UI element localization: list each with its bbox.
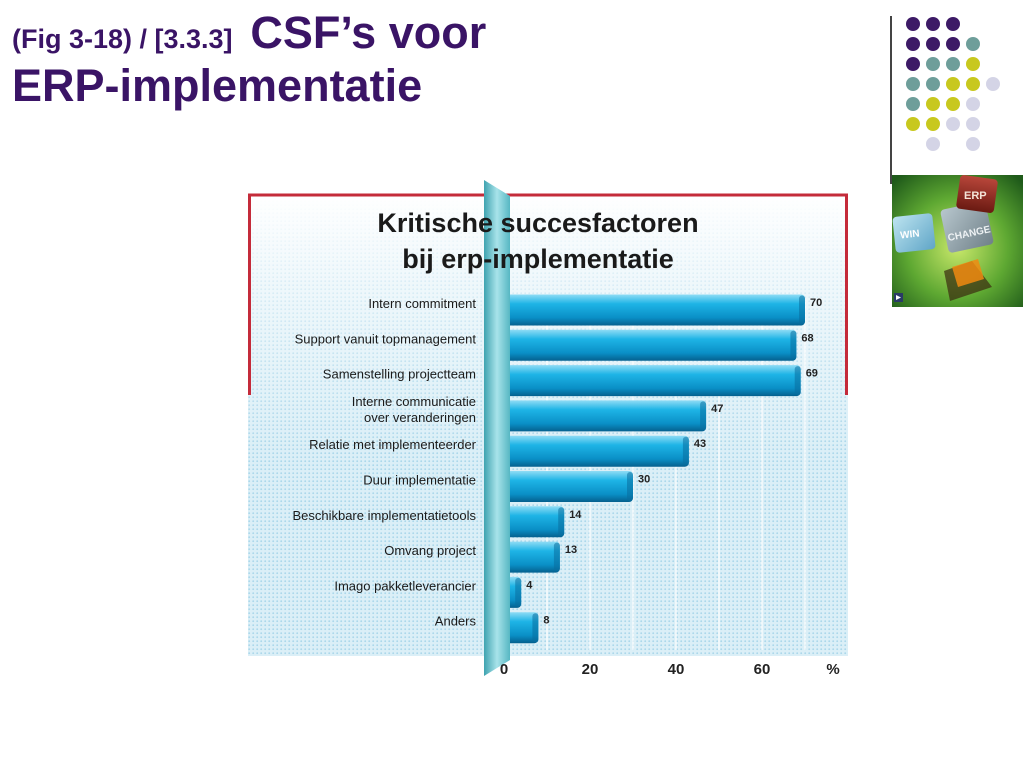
decor-dot xyxy=(946,17,960,31)
bar-end-cap xyxy=(515,577,522,607)
bar xyxy=(504,365,801,397)
decor-dot xyxy=(946,97,960,111)
decor-dot xyxy=(966,97,980,111)
decor-dot xyxy=(906,97,920,111)
decor-dot xyxy=(906,77,920,91)
decor-dot xyxy=(966,57,980,71)
category-label: Beschikbare implementatietools xyxy=(292,508,476,523)
value-label: 43 xyxy=(694,438,706,450)
category-label: Duur implementatie xyxy=(363,473,476,488)
bar xyxy=(504,329,797,361)
decor-dot xyxy=(946,37,960,51)
decor-dot xyxy=(926,77,940,91)
bar-end-cap xyxy=(794,366,801,396)
decor-dot xyxy=(966,77,980,91)
value-label: 68 xyxy=(801,332,813,344)
bar-end-cap xyxy=(700,401,707,431)
slide-title: (Fig 3-18) / [3.3.3] CSF’s voor ERP-impl… xyxy=(12,6,872,112)
x-axis-ticks: 0 20 40 60% xyxy=(500,661,840,678)
decor-dot xyxy=(946,117,960,131)
decor-dot xyxy=(906,57,920,71)
value-label: 69 xyxy=(806,368,818,380)
decor-dot xyxy=(946,77,960,91)
category-label: Imago pakketleverancier xyxy=(334,578,476,593)
title-main: CSF’s voor xyxy=(250,7,487,58)
image-label-erp: ERP xyxy=(964,190,987,202)
bar-end-cap xyxy=(532,613,539,643)
decor-dot xyxy=(906,17,920,31)
decor-dot xyxy=(926,17,940,31)
divider-line xyxy=(890,16,892,184)
x-tick-label: 20 xyxy=(582,661,599,678)
category-label: Anders xyxy=(435,614,477,629)
erp-change-puzzle-image: ERP CHANGE WIN xyxy=(892,175,1023,307)
decor-dot xyxy=(986,77,1000,91)
x-tick-label: 0 xyxy=(500,661,508,678)
category-label: Omvang project xyxy=(384,543,476,558)
bar xyxy=(504,400,707,432)
category-label: over veranderingen xyxy=(364,410,476,425)
y-axis-bar xyxy=(484,180,510,676)
decor-dot xyxy=(926,137,940,151)
decor-dot xyxy=(926,117,940,131)
decor-dot xyxy=(946,57,960,71)
value-label: 4 xyxy=(526,579,533,591)
value-label: 70 xyxy=(810,297,822,309)
bar xyxy=(504,612,539,644)
value-label: 30 xyxy=(638,474,650,486)
title-line-2: ERP-implementatie xyxy=(12,60,423,112)
value-labels: 70 68 69 47 43 30 14 13 4 8 xyxy=(526,297,822,627)
value-label: 8 xyxy=(543,615,549,627)
bars-group xyxy=(504,294,805,644)
category-label: Samenstelling projectteam xyxy=(323,367,476,382)
bar-end-cap xyxy=(682,436,689,466)
bar-end-cap xyxy=(553,542,560,572)
category-label: Support vanuit topmanagement xyxy=(295,331,477,346)
figure-reference: (Fig 3-18) / [3.3.3] xyxy=(12,24,233,54)
bar xyxy=(504,506,565,538)
value-label: 14 xyxy=(569,509,582,521)
decor-dot xyxy=(966,137,980,151)
bar-end-cap xyxy=(799,295,805,325)
decorative-dot-grid xyxy=(906,17,1000,151)
image-label-win: WIN xyxy=(900,228,920,241)
value-label: 13 xyxy=(565,544,577,556)
category-label: Intern commitment xyxy=(368,296,476,311)
x-tick-label: 60 xyxy=(754,661,771,678)
decor-dot xyxy=(906,37,920,51)
bar xyxy=(504,471,633,502)
decor-dot xyxy=(926,57,940,71)
bar-end-cap xyxy=(627,472,633,501)
x-tick-label: 40 xyxy=(668,661,685,678)
category-label: Relatie met implementeerder xyxy=(309,437,477,452)
category-label: Interne communicatie xyxy=(352,394,476,409)
bar-end-cap xyxy=(790,330,797,360)
bar-end-cap xyxy=(558,507,565,537)
bar xyxy=(504,294,805,326)
decor-dot xyxy=(966,117,980,131)
category-labels: Intern commitment Support vanuit topmanag… xyxy=(292,296,476,629)
csf-bar-chart: Intern commitment Support vanuit topmanag… xyxy=(248,180,848,678)
decor-dot xyxy=(926,37,940,51)
bar xyxy=(504,541,560,573)
decor-dot xyxy=(926,97,940,111)
decor-dot xyxy=(906,117,920,131)
value-label: 47 xyxy=(711,403,723,415)
x-unit-label: % xyxy=(826,661,839,678)
chart-title-line-1: Kritische succesfactoren xyxy=(377,208,698,238)
chart-title-line-2: bij erp-implementatie xyxy=(402,244,674,274)
decor-dot xyxy=(966,37,980,51)
bar xyxy=(504,435,689,467)
